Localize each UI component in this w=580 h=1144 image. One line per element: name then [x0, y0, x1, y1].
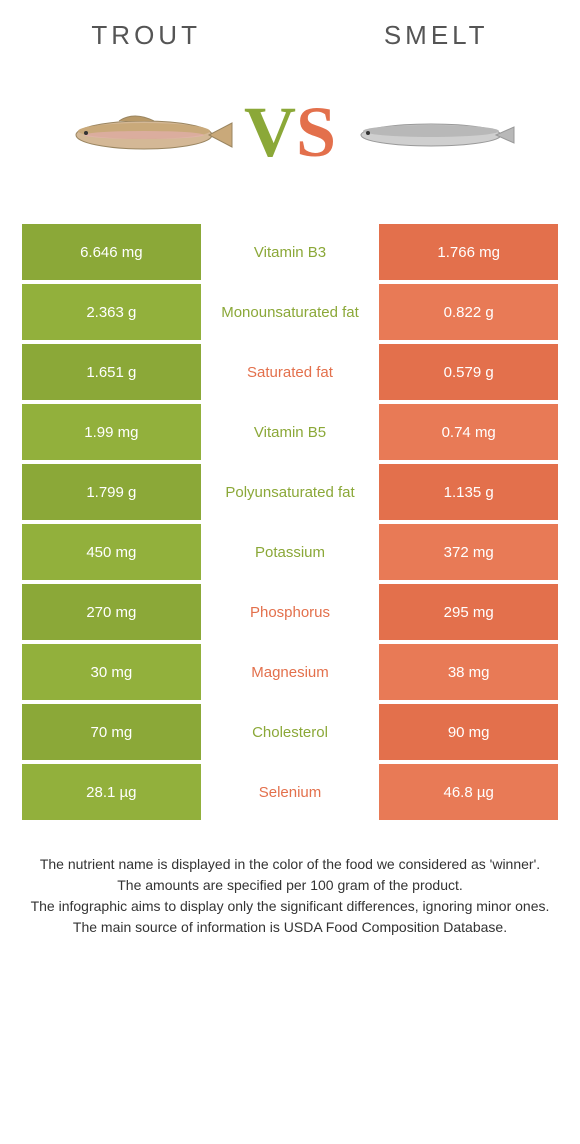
- nutrient-label: Selenium: [201, 764, 380, 820]
- vs-text: VS: [244, 91, 336, 174]
- table-row: 1.799 gPolyunsaturated fat1.135 g: [22, 464, 558, 520]
- nutrient-label: Monounsaturated fat: [201, 284, 380, 340]
- vs-row: VS: [0, 61, 580, 224]
- smelt-image: [346, 103, 516, 163]
- left-value: 450 mg: [22, 524, 201, 580]
- nutrient-label: Magnesium: [201, 644, 380, 700]
- right-value: 295 mg: [379, 584, 558, 640]
- right-value: 0.579 g: [379, 344, 558, 400]
- footnote-line: The nutrient name is displayed in the co…: [20, 854, 560, 875]
- footnote-line: The amounts are specified per 100 gram o…: [20, 875, 560, 896]
- footnotes: The nutrient name is displayed in the co…: [0, 824, 580, 978]
- table-row: 70 mgCholesterol90 mg: [22, 704, 558, 760]
- right-value: 38 mg: [379, 644, 558, 700]
- footnote-line: The main source of information is USDA F…: [20, 917, 560, 938]
- table-row: 2.363 gMonounsaturated fat0.822 g: [22, 284, 558, 340]
- nutrient-label: Vitamin B5: [201, 404, 380, 460]
- nutrient-label: Potassium: [201, 524, 380, 580]
- table-row: 1.651 gSaturated fat0.579 g: [22, 344, 558, 400]
- header: Trout Smelt: [0, 0, 580, 61]
- nutrient-label: Vitamin B3: [201, 224, 380, 280]
- nutrient-label: Saturated fat: [201, 344, 380, 400]
- right-value: 1.135 g: [379, 464, 558, 520]
- right-value: 90 mg: [379, 704, 558, 760]
- nutrient-label: Cholesterol: [201, 704, 380, 760]
- right-value: 1.766 mg: [379, 224, 558, 280]
- left-value: 2.363 g: [22, 284, 201, 340]
- right-value: 372 mg: [379, 524, 558, 580]
- left-value: 1.99 mg: [22, 404, 201, 460]
- right-food-label: Smelt: [384, 20, 489, 51]
- left-value: 270 mg: [22, 584, 201, 640]
- right-value: 0.74 mg: [379, 404, 558, 460]
- left-value: 70 mg: [22, 704, 201, 760]
- table-row: 270 mgPhosphorus295 mg: [22, 584, 558, 640]
- table-row: 6.646 mgVitamin B31.766 mg: [22, 224, 558, 280]
- left-value: 1.651 g: [22, 344, 201, 400]
- vs-s: S: [296, 92, 336, 172]
- left-value: 1.799 g: [22, 464, 201, 520]
- left-value: 30 mg: [22, 644, 201, 700]
- left-value: 28.1 µg: [22, 764, 201, 820]
- comparison-table: 6.646 mgVitamin B31.766 mg2.363 gMonouns…: [0, 224, 580, 820]
- nutrient-label: Polyunsaturated fat: [201, 464, 380, 520]
- table-row: 450 mgPotassium372 mg: [22, 524, 558, 580]
- footnote-line: The infographic aims to display only the…: [20, 896, 560, 917]
- vs-v: V: [244, 92, 296, 172]
- left-food-label: Trout: [91, 20, 201, 51]
- right-value: 0.822 g: [379, 284, 558, 340]
- trout-image: [64, 103, 234, 163]
- table-row: 28.1 µgSelenium46.8 µg: [22, 764, 558, 820]
- left-value: 6.646 mg: [22, 224, 201, 280]
- table-row: 1.99 mgVitamin B50.74 mg: [22, 404, 558, 460]
- table-row: 30 mgMagnesium38 mg: [22, 644, 558, 700]
- right-value: 46.8 µg: [379, 764, 558, 820]
- nutrient-label: Phosphorus: [201, 584, 380, 640]
